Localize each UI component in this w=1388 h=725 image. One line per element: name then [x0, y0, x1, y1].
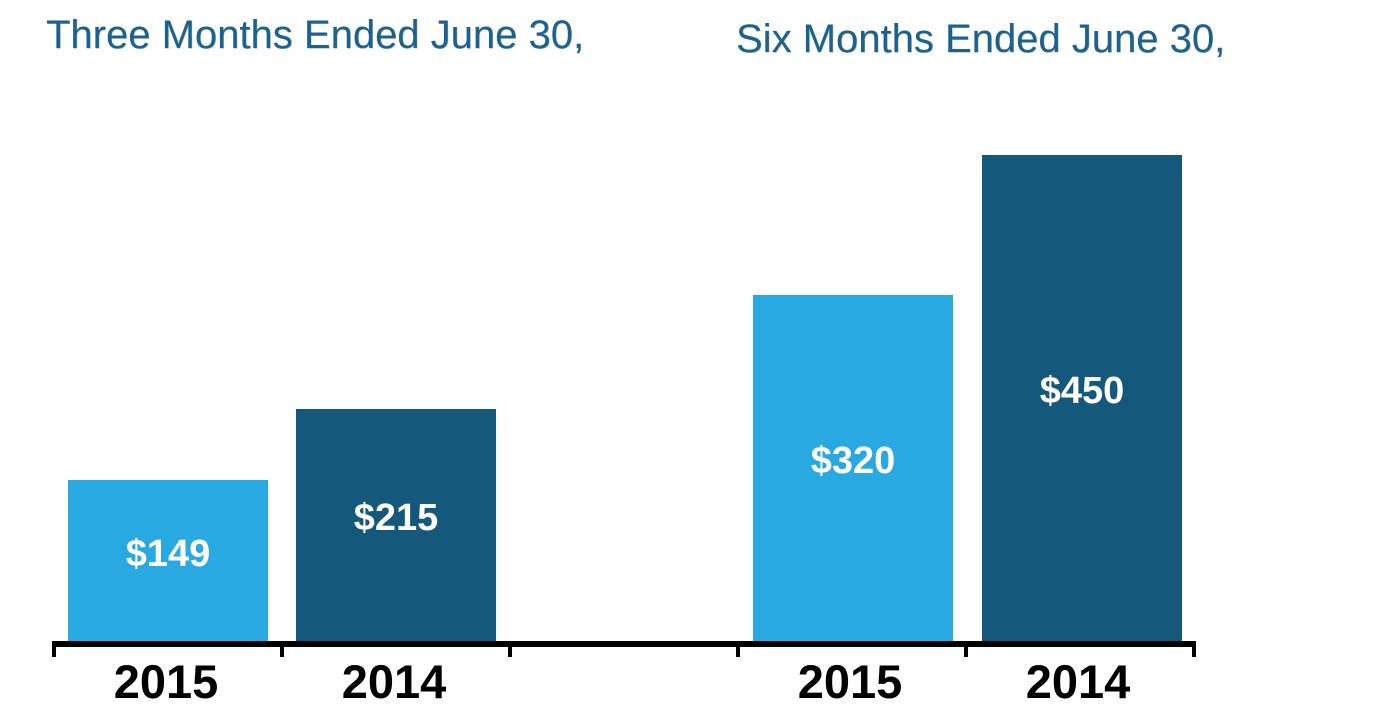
axis-tick: [52, 641, 56, 657]
category-label-six-months-2015: 2015: [797, 655, 903, 708]
category-label-three-months-2014: 2014: [341, 655, 447, 708]
axis-tick: [508, 641, 512, 657]
bar-three-months-2015: $149: [68, 480, 268, 641]
axis-tick: [280, 641, 284, 657]
category-label-six-months-2014: 2014: [1025, 655, 1131, 708]
axis-tick: [736, 641, 740, 657]
category-label-three-months-2015: 2015: [113, 655, 219, 708]
value-label-six-months-2015: $320: [810, 440, 896, 482]
chart-title-six-months: Six Months Ended June 30,: [736, 17, 1226, 61]
bar-six-months-2015: $320: [753, 295, 953, 641]
chart-title-three-months: Three Months Ended June 30,: [46, 13, 585, 57]
bar-six-months-2014: $450: [982, 155, 1182, 641]
value-label-three-months-2015: $149: [125, 532, 211, 575]
value-label-six-months-2014: $450: [1039, 370, 1125, 412]
axis-tick: [964, 641, 968, 657]
axis-tick: [1192, 641, 1196, 657]
bar-three-months-2014: $215: [296, 409, 496, 641]
value-label-three-months-2014: $215: [353, 497, 439, 539]
x-axis-line: [52, 641, 1196, 647]
